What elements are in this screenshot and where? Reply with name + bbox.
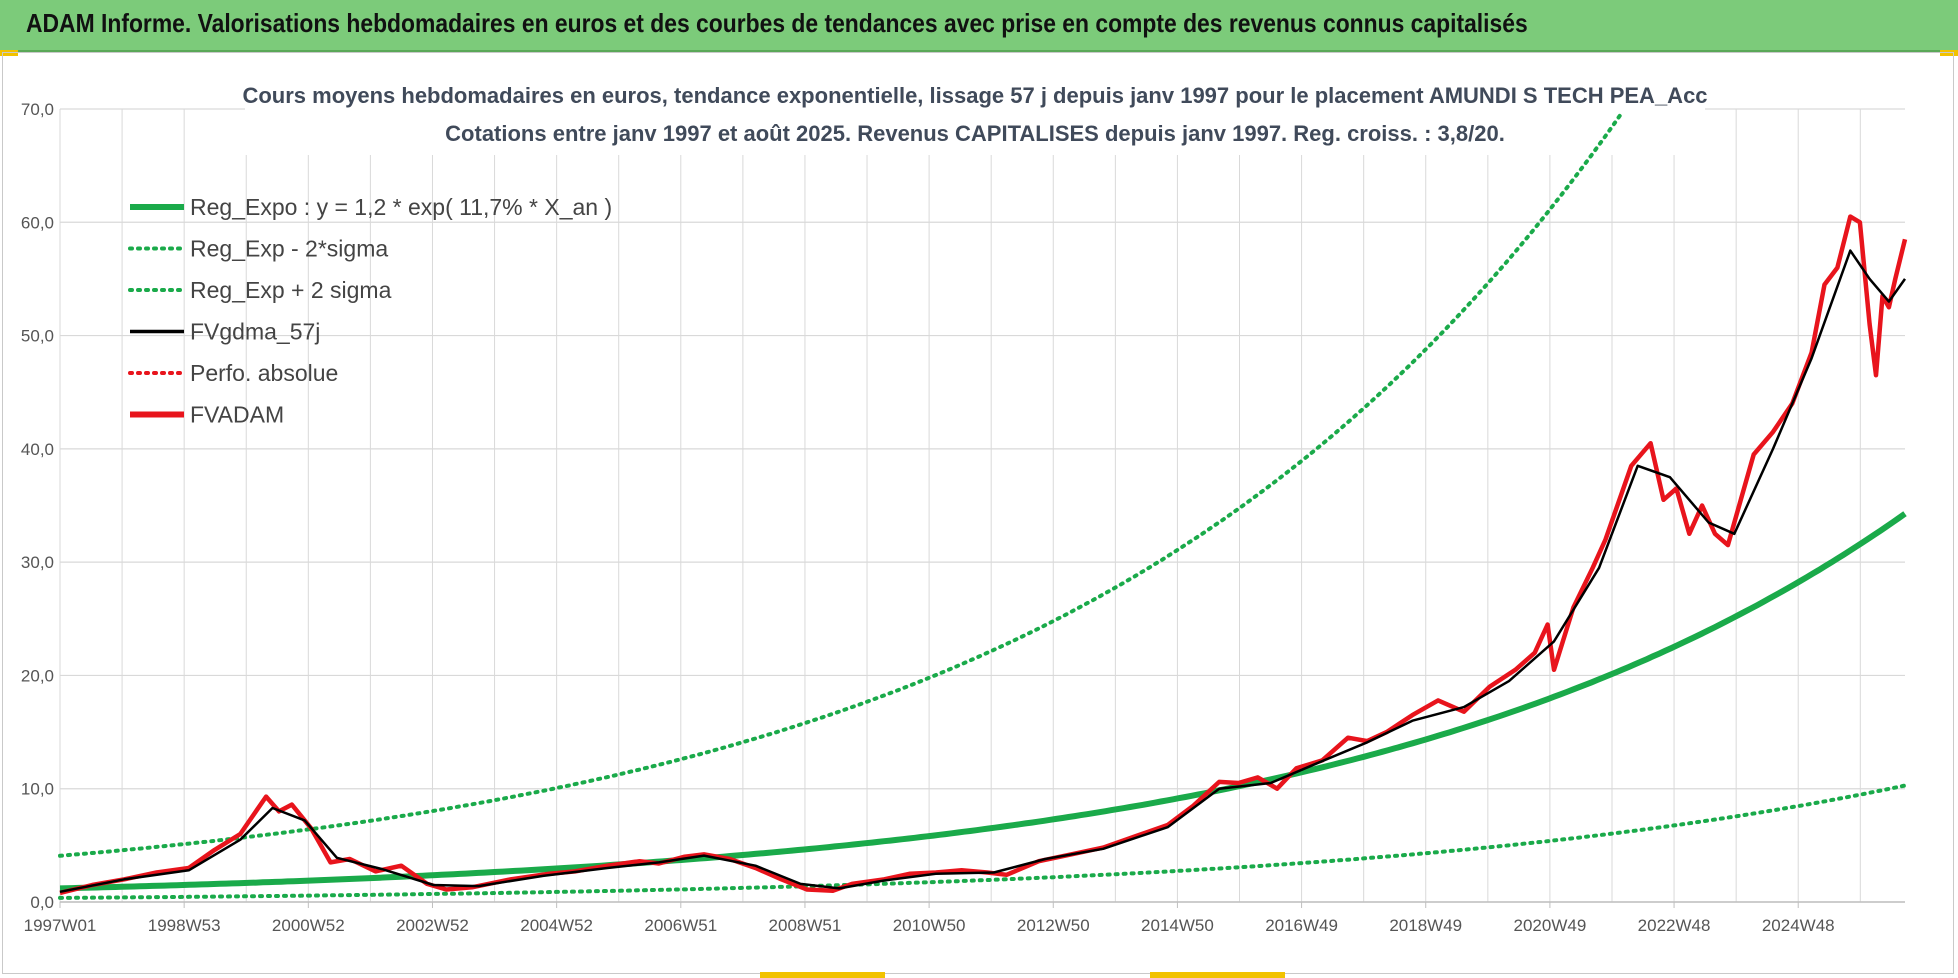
x-tick-label: 2010W50 xyxy=(893,916,966,935)
legend-label: Reg_Exp - 2*sigma xyxy=(190,236,388,262)
reg-exp-lower-band xyxy=(58,783,1907,900)
fvadam-line xyxy=(59,214,1908,896)
x-tick-label: 2014W50 xyxy=(1141,916,1214,935)
x-tick-label: 2000W52 xyxy=(272,916,345,935)
corner-accent-left xyxy=(0,50,18,56)
x-tick-label: 2008W51 xyxy=(769,916,842,935)
y-tick-label: 20,0 xyxy=(21,666,54,685)
y-tick-label: 40,0 xyxy=(21,440,54,459)
legend-item: Reg_Expo : y = 1,2 * exp( 11,7% * X_an ) xyxy=(130,194,612,220)
fvgdma-line xyxy=(59,249,1907,894)
report-title: ADAM Informe. Valorisations hebdomadaire… xyxy=(26,8,1528,38)
reg-expo-line xyxy=(59,511,1907,892)
x-tick-label: 2012W50 xyxy=(1017,916,1090,935)
y-tick-label: 0,0 xyxy=(30,893,54,912)
legend-item: FVgdma_57j xyxy=(130,319,320,345)
legend-label: Reg_Expo : y = 1,2 * exp( 11,7% * X_an ) xyxy=(190,194,612,220)
title-background xyxy=(245,75,1705,155)
bottom-accent xyxy=(760,972,885,978)
x-tick-label: 2020W49 xyxy=(1514,916,1587,935)
reg-exp-upper-band xyxy=(58,110,1625,858)
report-banner: ADAM Informe. Valorisations hebdomadaire… xyxy=(0,0,1958,52)
x-tick-label: 2016W49 xyxy=(1265,916,1338,935)
plot-series xyxy=(58,110,1908,900)
corner-accent-right xyxy=(1940,50,1958,56)
y-tick-label: 60,0 xyxy=(21,213,54,232)
y-tick-label: 10,0 xyxy=(21,780,54,799)
x-tick-label: 1998W53 xyxy=(148,916,221,935)
x-tick-label: 2022W48 xyxy=(1638,916,1711,935)
chart-legend: Reg_Expo : y = 1,2 * exp( 11,7% * X_an )… xyxy=(128,194,612,428)
legend-item: Reg_Exp + 2 sigma xyxy=(128,277,392,303)
bottom-accent xyxy=(1150,972,1285,978)
legend-label: Reg_Exp + 2 sigma xyxy=(190,277,392,303)
x-tick-label: 1997W01 xyxy=(24,916,97,935)
gridlines xyxy=(59,108,1905,903)
chart-titles: Cours moyens hebdomadaires en euros, ten… xyxy=(242,75,1708,155)
y-axis-ticks: 0,0 10,0 20,0 30,0 40,0 50,0 60,0 70,0 xyxy=(21,100,54,912)
chart-title: Cours moyens hebdomadaires en euros, ten… xyxy=(242,83,1707,108)
legend-label: FVADAM xyxy=(190,402,284,428)
x-tick-label: 2006W51 xyxy=(644,916,717,935)
chart-subtitle: Cotations entre janv 1997 et août 2025. … xyxy=(445,121,1505,146)
legend-item: Reg_Exp - 2*sigma xyxy=(128,236,388,262)
y-tick-label: 30,0 xyxy=(21,553,54,572)
x-tick-label: 2002W52 xyxy=(396,916,469,935)
x-tick-label: 2018W49 xyxy=(1389,916,1462,935)
x-tick-label: 2024W48 xyxy=(1762,916,1835,935)
legend-item: FVADAM xyxy=(130,402,284,428)
x-tick-label: 2004W52 xyxy=(520,916,593,935)
y-tick-label: 70,0 xyxy=(21,100,54,119)
legend-item: Perfo. absolue xyxy=(128,360,338,386)
legend-label: Perfo. absolue xyxy=(190,360,338,386)
y-tick-label: 50,0 xyxy=(21,327,54,346)
legend-label: FVgdma_57j xyxy=(190,319,320,345)
chart-frame xyxy=(2,52,1954,974)
x-axis-ticks: 1997W01 1998W53 2000W52 2002W52 2004W52 2006W… xyxy=(24,902,1835,935)
